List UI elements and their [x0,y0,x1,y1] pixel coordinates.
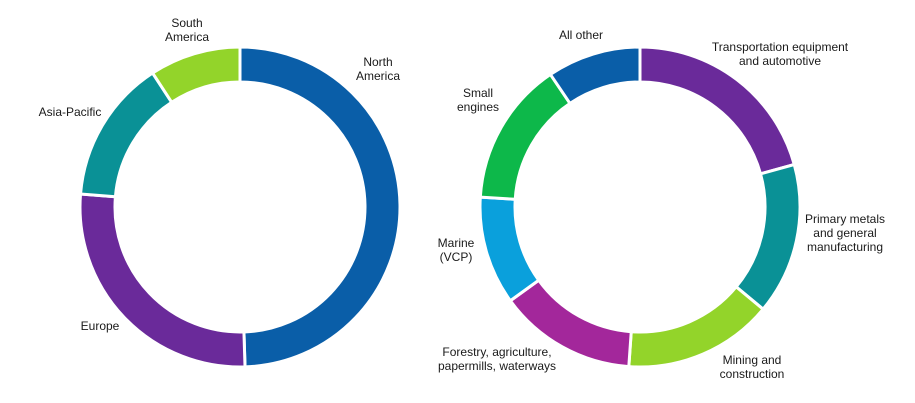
slice-europe [78,192,247,369]
slice-label-small-engines: Small engines [457,86,499,114]
regional-donut-chart: North America Europe Asia-Pacific South Ameri… [39,16,402,369]
slice-asia-pacific [78,70,174,199]
end-market-donut-chart: Transportation equipment and automotive Pr… [438,28,885,381]
slice-label-north-america: North America [356,55,400,83]
slice-label-mining-and-construction: Mining and construction [720,353,785,381]
slice-label-europe: Europe [81,319,120,333]
slice-north-america [238,45,402,369]
slice-all-other [548,45,642,106]
slice-primary-metals-and-general-manufacturing [734,162,802,312]
slice-label-marine-vcp: Marine (VCP) [438,236,475,264]
slice-south-america [150,45,242,105]
slice-label-primary-metals-and-general-manufacturing: Primary metals and general manufacturing [805,212,885,254]
slice-label-all-other: All other [559,28,603,42]
slice-label-asia-pacific: Asia-Pacific [39,105,102,119]
slice-marine-vcp [478,195,541,303]
slice-label-transportation-equipment-and-automotive: Transportation equipment and automotive [712,40,849,68]
slice-small-engines [478,72,573,201]
slice-label-south-america: South America [165,16,209,44]
slice-label-forestry-agriculture-papermills-waterways: Forestry, agriculture, papermills, waterw… [438,345,556,373]
